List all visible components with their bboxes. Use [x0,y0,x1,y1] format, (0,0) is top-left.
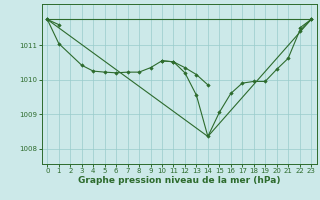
X-axis label: Graphe pression niveau de la mer (hPa): Graphe pression niveau de la mer (hPa) [78,176,280,185]
